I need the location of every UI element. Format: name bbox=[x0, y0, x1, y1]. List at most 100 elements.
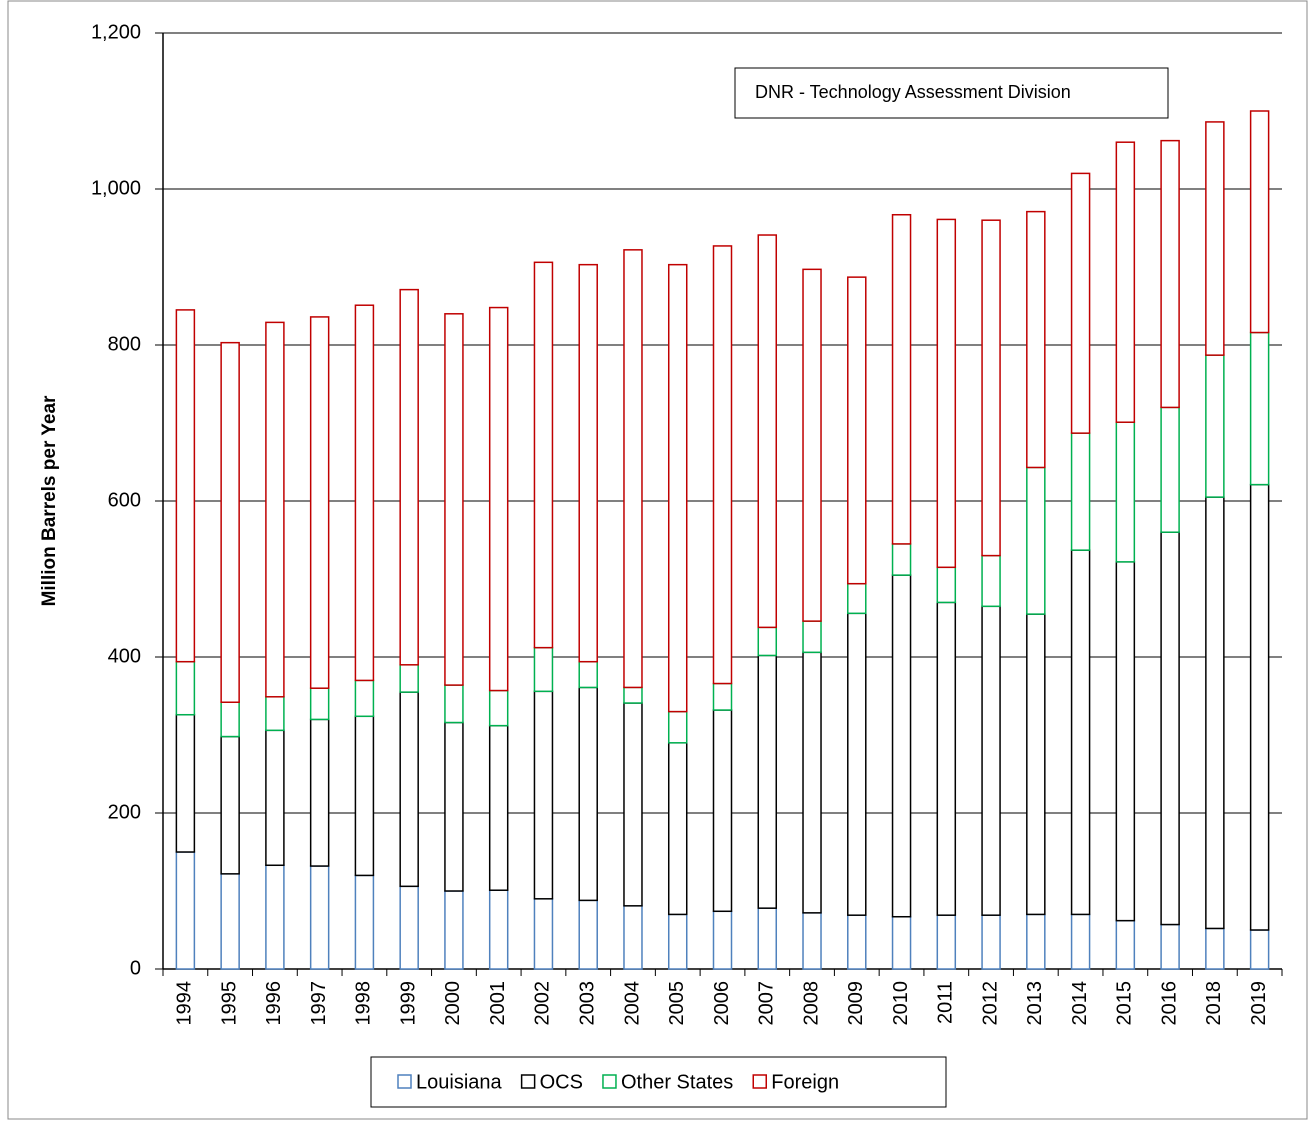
bar-segment bbox=[220, 735, 240, 875]
x-tick-label: 2004 bbox=[621, 981, 643, 1026]
bar-segment bbox=[981, 554, 1001, 608]
bar-segment bbox=[891, 574, 912, 918]
bar-segment bbox=[936, 218, 957, 569]
bar-segment bbox=[847, 582, 867, 615]
x-tick-label: 2011 bbox=[935, 981, 957, 1024]
bar-segment bbox=[265, 864, 285, 970]
bar-segment bbox=[936, 566, 957, 604]
bar-segment bbox=[1026, 913, 1046, 970]
bar-segment bbox=[309, 865, 330, 970]
bar-segment bbox=[354, 715, 375, 877]
bar-segment bbox=[667, 710, 688, 744]
bar-segment bbox=[891, 543, 912, 576]
x-tick-label: 2016 bbox=[1158, 981, 1180, 1026]
legend-label: Foreign bbox=[771, 1071, 839, 1093]
annotation-box bbox=[734, 67, 1169, 119]
legend-swatch bbox=[602, 1074, 617, 1089]
bar-segment bbox=[444, 684, 464, 724]
bar-segment bbox=[1070, 549, 1091, 916]
x-tick-label: 2000 bbox=[442, 981, 464, 1026]
x-tick-label: 1994 bbox=[174, 981, 196, 1026]
bar-segment bbox=[1115, 421, 1136, 563]
x-tick-label: 1998 bbox=[353, 981, 375, 1026]
x-tick-label: 2003 bbox=[577, 981, 599, 1026]
y-tick-label: 200 bbox=[108, 801, 141, 823]
bar-segment bbox=[175, 851, 196, 970]
bar-segment bbox=[1026, 613, 1046, 916]
bar-segment bbox=[265, 696, 285, 732]
bar-segment bbox=[1115, 919, 1136, 970]
bar-segment bbox=[1249, 110, 1270, 334]
bar-segment bbox=[623, 905, 643, 970]
bar-segment bbox=[847, 612, 867, 916]
bar-segment bbox=[1205, 354, 1225, 498]
legend-label: Other States bbox=[621, 1071, 733, 1093]
x-tick-label: 2002 bbox=[532, 981, 554, 1026]
legend-swatch bbox=[397, 1074, 412, 1089]
bar-segment bbox=[1070, 432, 1091, 551]
bar-segment bbox=[578, 899, 598, 970]
bar-segment bbox=[981, 914, 1001, 970]
bar-segment bbox=[712, 682, 733, 711]
bar-segment bbox=[1026, 210, 1046, 469]
bar-segment bbox=[667, 263, 688, 713]
bar-segment bbox=[175, 660, 196, 716]
legend-label: Louisiana bbox=[416, 1071, 503, 1093]
y-tick-label: 400 bbox=[108, 645, 141, 667]
bar-segment bbox=[309, 316, 330, 689]
bar-segment bbox=[802, 620, 822, 654]
legend-label: OCS bbox=[540, 1071, 583, 1093]
bar-segment bbox=[1160, 923, 1180, 970]
bar-segment bbox=[712, 245, 733, 685]
bar-segment bbox=[175, 713, 196, 853]
x-tick-label: 2007 bbox=[756, 981, 778, 1026]
bar-segment bbox=[623, 702, 643, 907]
bar-segment bbox=[265, 729, 285, 867]
bar-segment bbox=[667, 742, 688, 916]
x-tick-label: 2013 bbox=[1024, 981, 1046, 1026]
bar-segment bbox=[847, 914, 867, 970]
bar-segment bbox=[220, 873, 240, 970]
bar-segment bbox=[444, 721, 464, 892]
bar-segment bbox=[578, 660, 598, 689]
bar-segment bbox=[488, 306, 509, 692]
bar-segment bbox=[578, 263, 598, 663]
bar-segment bbox=[1249, 331, 1270, 486]
bar-segment bbox=[1115, 561, 1136, 922]
x-tick-label: 2008 bbox=[800, 981, 822, 1026]
x-tick-label: 1999 bbox=[397, 981, 419, 1026]
x-tick-label: 2005 bbox=[666, 981, 688, 1026]
bar-segment bbox=[757, 654, 778, 909]
x-tick-label: 2010 bbox=[890, 981, 912, 1026]
x-tick-label: 1996 bbox=[263, 981, 285, 1026]
legend-box bbox=[370, 1056, 947, 1108]
bar-segment bbox=[175, 309, 196, 663]
bar-segment bbox=[1205, 121, 1225, 356]
bar-segment bbox=[354, 304, 375, 682]
legend-swatch bbox=[752, 1074, 767, 1089]
bar-segment bbox=[891, 213, 912, 545]
bar-segment bbox=[533, 690, 554, 900]
bar-segment bbox=[309, 718, 330, 867]
bar-segment bbox=[712, 709, 733, 913]
y-tick-label: 1,000 bbox=[91, 177, 141, 199]
bar-segment bbox=[578, 686, 598, 902]
x-tick-label: 2018 bbox=[1203, 981, 1225, 1026]
x-tick-label: 2006 bbox=[711, 981, 733, 1026]
bar-segment bbox=[1160, 531, 1180, 926]
bar-segment bbox=[757, 626, 778, 657]
bar-segment bbox=[1160, 406, 1180, 533]
bar-segment bbox=[354, 874, 375, 970]
x-tick-label: 2014 bbox=[1069, 981, 1091, 1026]
y-tick-label: 800 bbox=[108, 333, 141, 355]
bar-segment bbox=[1160, 139, 1180, 409]
bar-segment bbox=[220, 701, 240, 738]
bar-segment bbox=[981, 605, 1001, 916]
bar-segment bbox=[399, 885, 419, 970]
bar-segment bbox=[757, 234, 778, 629]
bar-segment bbox=[757, 907, 778, 970]
bar-segment bbox=[354, 679, 375, 718]
bar-segment bbox=[891, 915, 912, 970]
bar-segment bbox=[1070, 172, 1091, 434]
